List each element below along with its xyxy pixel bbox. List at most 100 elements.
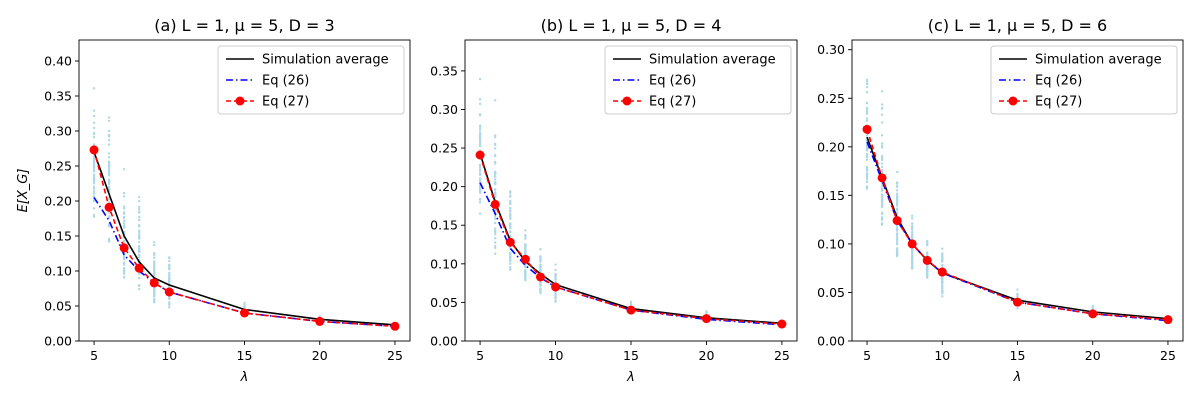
scatter-point — [168, 301, 171, 304]
scatter-point — [153, 290, 156, 293]
x-tick-label: 25 — [387, 348, 403, 363]
scatter-point — [880, 189, 884, 192]
scatter-point — [153, 293, 156, 296]
scatter-point — [122, 219, 126, 223]
scatter-point — [478, 114, 482, 117]
x-tick-label: 25 — [1160, 348, 1176, 363]
y-tick-label: 0.30 — [44, 124, 72, 139]
scatter-point — [880, 162, 884, 165]
scatter-point — [92, 180, 96, 183]
eq27-marker — [89, 145, 99, 155]
scatter-point — [865, 109, 869, 113]
x-tick-label: 10 — [934, 348, 950, 363]
scatter-point — [941, 247, 944, 250]
y-tick-label: 0.30 — [817, 42, 845, 57]
scatter-point — [880, 200, 884, 203]
scatter-point — [92, 169, 96, 173]
eq27-marker — [505, 237, 515, 247]
scatter-point — [880, 142, 884, 145]
scatter-point — [895, 237, 899, 240]
scatter-point — [107, 163, 111, 167]
legend: Simulation average Eq (26) Eq (27) — [990, 45, 1178, 115]
scatter-point — [941, 287, 944, 290]
scatter-point — [865, 177, 869, 181]
y-tick-label: 0.15 — [44, 229, 72, 244]
scatter-point — [705, 310, 708, 313]
scatter-point — [92, 162, 96, 166]
y-tick-label: 0.25 — [44, 159, 72, 174]
scatter-point — [554, 268, 557, 272]
scatter-point — [137, 240, 141, 244]
scatter-point — [865, 165, 869, 169]
scatter-point — [493, 154, 497, 158]
scatter-point — [880, 218, 884, 221]
scatter-point — [92, 109, 96, 112]
scatter-point — [865, 185, 869, 188]
series-line-1 — [93, 151, 396, 326]
scatter-point — [493, 232, 497, 236]
legend-box — [217, 45, 405, 115]
scatter-point — [92, 207, 96, 210]
scatter-point — [107, 143, 111, 146]
scatter-point — [895, 189, 899, 192]
scatter-point — [1091, 304, 1094, 308]
scatter-point — [137, 232, 141, 235]
y-tick-label: 0.05 — [44, 299, 72, 314]
scatter-point — [895, 204, 899, 207]
scatter-point — [122, 215, 126, 219]
scatter-point — [554, 300, 557, 303]
scatter-group — [865, 78, 1170, 324]
scatter-point — [865, 155, 869, 159]
eq27-marker — [475, 150, 485, 160]
x-tick-label: 20 — [699, 348, 715, 363]
scatter-point — [895, 182, 899, 185]
scatter-point — [493, 175, 497, 178]
scatter-point — [539, 269, 542, 273]
scatter-point — [243, 303, 246, 307]
eq27-marker — [490, 199, 500, 209]
scatter-point — [107, 185, 111, 188]
eq27-marker — [535, 272, 545, 282]
scatter-point — [941, 290, 944, 293]
scatter-point — [107, 129, 111, 133]
scatter-point — [493, 217, 497, 220]
scatter-point — [910, 249, 914, 253]
scatter-point — [524, 264, 527, 267]
eq27-marker — [701, 314, 711, 324]
scatter-point — [137, 225, 141, 228]
scatter-point — [153, 253, 156, 257]
eq27-marker — [937, 267, 947, 277]
scatter-point — [122, 272, 126, 275]
scatter-point — [524, 252, 527, 255]
scatter-point — [153, 274, 156, 277]
x-tick-label: 15 — [237, 348, 253, 363]
legend: Simulation average Eq (26) Eq (27) — [217, 45, 405, 115]
eq27-marker — [134, 263, 144, 273]
scatter-point — [493, 182, 497, 186]
scatter-point — [168, 306, 171, 309]
scatter-point — [478, 138, 482, 141]
chart-panel-3: 5 10 15 20 25 0.00 0.05 0.10 0.15 0.20 0.25 0.30 (c)… — [817, 16, 1184, 385]
scatter-point — [478, 177, 482, 180]
scatter-point — [1016, 295, 1019, 298]
legend-label: Eq (26) — [262, 74, 309, 89]
y-tick-label: 0.25 — [817, 91, 845, 106]
eq27-marker — [149, 278, 159, 288]
scatter-point — [478, 98, 482, 101]
x-axis-label: λ — [240, 370, 249, 385]
x-tick-label: 20 — [312, 348, 328, 363]
scatter-point — [524, 237, 527, 240]
scatter-point — [865, 173, 869, 177]
scatter-point — [493, 147, 497, 150]
scatter-point — [493, 134, 497, 137]
scatter-point — [895, 240, 899, 243]
scatter-point — [926, 239, 929, 243]
scatter-point — [865, 167, 869, 171]
scatter-point — [941, 278, 944, 281]
scatter-point — [92, 114, 96, 118]
x-tick-label: 5 — [476, 348, 484, 363]
scatter-point — [910, 227, 914, 230]
scatter-point — [865, 134, 869, 137]
scatter-point — [493, 241, 497, 244]
scatter-point — [509, 206, 512, 210]
